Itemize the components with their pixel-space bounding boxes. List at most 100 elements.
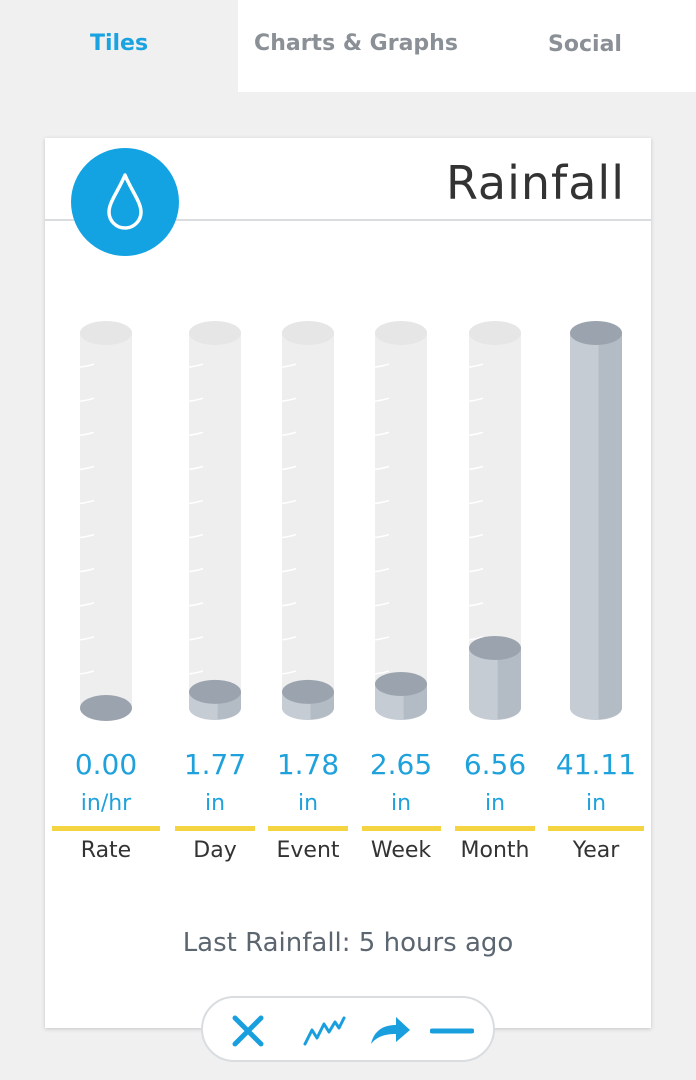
gauge-underline [362,826,441,831]
gauge-tick [281,533,297,539]
gauge-tick [281,602,297,607]
gauge-tick [79,636,95,641]
gauge-value: 1.77 [183,748,247,781]
gauge-tick [188,363,204,368]
gauge-month [468,321,521,720]
tab-social[interactable]: Social [474,10,696,92]
gauge-fill-top [189,679,241,704]
gauge-unit: in [585,791,607,816]
gauge-tick [188,533,204,539]
gauge-tick [79,465,95,471]
gauge-tick [79,499,95,505]
gauge-tick [468,567,484,573]
gauge-tick [468,397,484,402]
gauge-tick [374,567,390,573]
gauge-tube [469,333,521,720]
gauge-value: 6.56 [463,748,527,781]
gauge-tick [468,533,484,539]
gauge-fill-base [80,695,132,721]
gauge-tick [374,533,390,539]
gauge-tick [281,499,297,505]
gauge-fill-top [570,321,622,345]
gauge-value: 2.65 [369,748,433,781]
gauge-tube-top [282,321,334,345]
gauge-tick [281,567,297,573]
trend-chart-icon[interactable] [301,1008,347,1054]
gauge-value: 1.78 [276,748,340,781]
gauge-tick [79,533,95,539]
gauge-tick [281,465,297,471]
gauge-underline [52,826,160,831]
gauge-tick [468,465,484,471]
tab-tiles[interactable]: Tiles [0,10,238,92]
gauge-tick [281,397,297,402]
gauge-tick [79,602,95,607]
gauge-tick [188,431,204,437]
gauge-tube [282,333,334,720]
tile-toolbar [201,996,495,1062]
gauge-unit: in [204,791,226,816]
gauge-tick [374,397,390,402]
gauge-underline [548,826,644,831]
gauge-tick [79,567,95,573]
gauge-underline [268,826,348,831]
gauge-value: 41.11 [555,748,637,781]
minimize-icon[interactable] [429,1008,475,1054]
gauge-rate [79,321,132,721]
gauge-tick [374,602,390,607]
gauge-tick [79,670,95,675]
gauge-fill-top [375,672,427,696]
gauge-tick [281,636,297,641]
gauge-tick [374,636,390,641]
gauge-value: 0.00 [74,748,138,781]
share-arrow-icon[interactable] [367,1008,413,1054]
water-drop-icon [71,148,179,256]
gauge-unit: in [297,791,319,816]
gauge-tick [468,363,484,368]
gauge-fill-shade [598,333,622,720]
rainfall-tile: Rainfall 0.00 in/hr Rate 1.77 in Day 1.78 in Eve… [45,138,651,1028]
gauge-fill-top [282,679,334,704]
gauge-day [188,321,241,720]
gauge-tick [79,363,95,368]
tab-charts-graphs[interactable]: Charts & Graphs [238,10,474,92]
last-rainfall-text: Last Rainfall: 5 hours ago [182,928,514,958]
gauge-unit: in [484,791,506,816]
gauge-period-label: Month [460,838,530,863]
close-icon[interactable] [225,1008,271,1054]
tile-title: Rainfall [445,156,625,210]
rain-gauges: 0.00 in/hr Rate 1.77 in Day 1.78 in Event 2.65 in W… [45,138,651,1028]
gauge-tick [188,465,204,471]
tab-bar: Tiles Charts & Graphs Social [0,0,696,92]
gauge-week [374,321,427,720]
gauge-tick [374,363,390,368]
gauge-tube [375,333,427,720]
gauge-event [281,321,334,720]
gauge-tick [374,670,390,675]
gauge-period-label: Event [276,838,340,863]
tab-bar-background [238,0,696,10]
tile-header: Rainfall [45,138,651,221]
gauge-tube-top [469,321,521,345]
gauge-tick [281,363,297,368]
gauge-tick [468,602,484,607]
gauge-tick [79,397,95,402]
gauge-tick [374,465,390,471]
gauge-tube [189,333,241,720]
gauge-tick [468,636,484,641]
gauge-tick [281,431,297,437]
gauge-tube-top [375,321,427,345]
gauge-tick [468,431,484,437]
gauge-underline [455,826,535,831]
gauge-unit: in [390,791,412,816]
gauge-fill-top [469,636,521,660]
gauge-tick [374,431,390,437]
gauge-year [569,321,622,720]
gauge-tick [188,567,204,573]
gauge-tick [188,397,204,402]
gauge-period-label: Rate [80,838,132,863]
gauge-tube-top [80,321,132,345]
gauge-tube [80,333,132,720]
gauge-period-label: Year [572,838,620,863]
gauge-tick [374,499,390,505]
